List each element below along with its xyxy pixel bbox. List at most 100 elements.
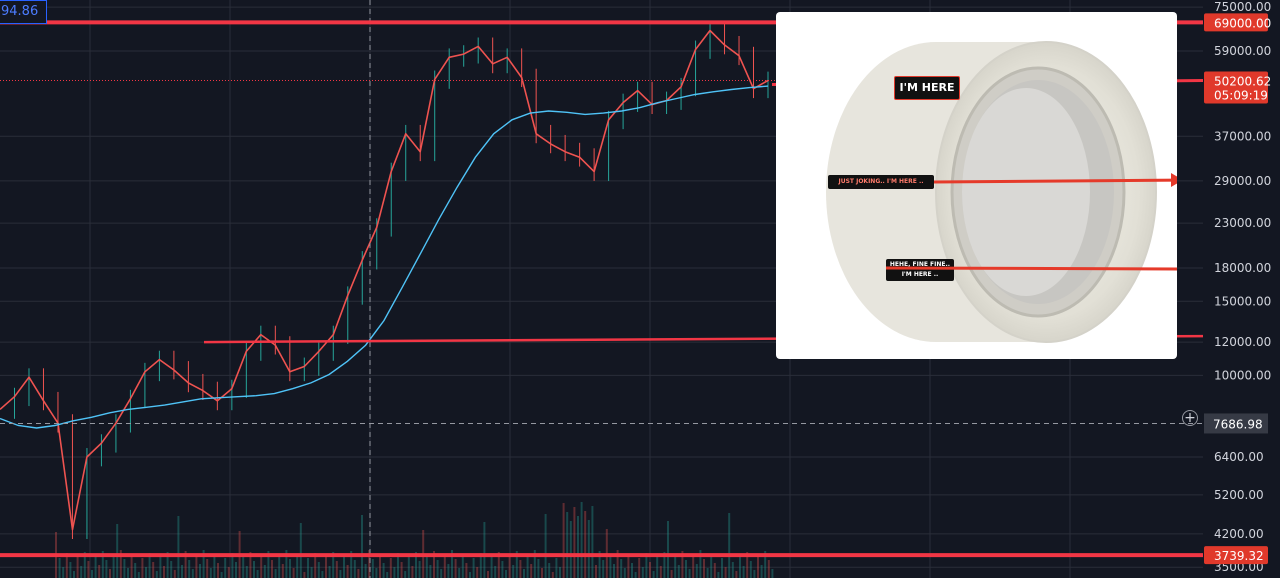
volume-bar [177,516,180,578]
volume-bar [544,514,547,578]
volume-bar [346,565,349,578]
volume-bar [728,513,731,578]
volume-bar [188,560,191,578]
volume-bar [343,556,345,578]
volume-bar [119,550,122,578]
volume-bar [80,566,83,578]
volume-bar [656,557,659,578]
arrow-29000 [933,178,1177,184]
volume-bar [724,567,727,578]
volume-bar [523,569,525,578]
volume-bar [425,556,428,578]
volume-bar [397,553,399,578]
volume-bar [98,565,101,578]
volume-bar [429,565,432,578]
volume-bar [595,565,597,578]
volume-bar [652,571,655,578]
price-tick-label: 75000.00 [1214,0,1271,14]
volume-bar [418,561,421,578]
volume-bar [674,556,677,578]
volume-bar [749,561,752,578]
volume-bar [389,558,392,578]
volume-bar [548,563,551,578]
price-tick-label: 59000.00 [1214,44,1271,58]
price-tick-label: 4200.00 [1214,527,1264,541]
volume-bar [184,551,187,578]
volume-bar [58,558,61,578]
volume-bar [379,554,381,578]
volume-bar [281,564,284,578]
price-tick-label: 18000.00 [1214,261,1271,275]
volume-bar [415,552,417,578]
volume-bar [227,567,230,578]
volume-bar [62,567,65,578]
volume-bar [307,558,309,578]
volume-bar [393,567,396,578]
volume-bar [386,572,389,578]
volume-bar [692,555,695,578]
volume-bar [332,552,335,578]
volume-bar [145,567,147,578]
volume-bar [65,553,68,578]
price-tick-label: 5200.00 [1214,488,1264,502]
volume-bar [231,553,234,578]
moving-average-line [0,85,769,429]
volume-bar [494,566,497,578]
volume-bar [742,566,745,578]
volume-bar [209,568,212,578]
volume-bar [202,550,205,578]
volume-bar [703,559,705,578]
volume-bar [94,556,97,578]
volume-bar [649,562,651,578]
hehe-fine-sticker: HEHE, FINE FINE.. I'M HERE .. [886,259,954,281]
volume-bar [245,566,248,578]
price-axis[interactable]: 75000.00 59000.00 37000.00 29000.00 23000.00… [1203,0,1280,578]
volume-bar [667,521,669,578]
volume-bar [591,506,594,578]
volume-bar [310,567,313,578]
volume-bar [659,566,662,578]
volume-bar [638,558,641,578]
volume-bar [760,565,763,578]
price-tick-label: 10000.00 [1214,368,1271,382]
volume-bar [278,555,281,578]
volume-bar [166,552,169,578]
volume-bar [271,560,273,578]
volume-bar [541,568,543,578]
volume-bar [87,561,90,578]
volume-bar [134,563,137,578]
volume-bar [83,552,86,578]
add-alert-plus-icon[interactable]: + [1182,410,1198,426]
crosshair-price-label: 7686.98 [1213,417,1263,431]
volume-bar [137,572,140,578]
volume-bar [706,568,709,578]
hehe-line-1: HEHE, FINE FINE.. [889,261,951,268]
volume-bar [116,524,119,578]
volume-bar [314,553,317,578]
volume-bar [641,567,644,578]
volume-bar [458,568,461,578]
volume-bar [163,566,165,578]
level-price-label: 3739.32 [1214,549,1264,563]
volume-bar [321,571,324,578]
volume-bar [526,555,529,578]
volume-bar [206,559,209,578]
volume-bar [584,511,587,578]
volume-bar [587,520,590,578]
volume-bar [404,571,407,578]
volume-bar [357,569,360,578]
volume-bar [559,567,561,578]
volume-bar [695,564,698,578]
volume-bar [267,551,270,578]
volume-bar [713,563,716,578]
volume-bar [436,560,439,578]
price-tick-label: 15000.00 [1214,294,1271,308]
volume-bar [573,507,576,578]
corner-value-label: 94.86 [0,0,48,24]
volume-bar [364,564,367,578]
volume-bar [497,552,500,578]
chart-series [0,21,769,540]
volume-bar [569,521,572,578]
